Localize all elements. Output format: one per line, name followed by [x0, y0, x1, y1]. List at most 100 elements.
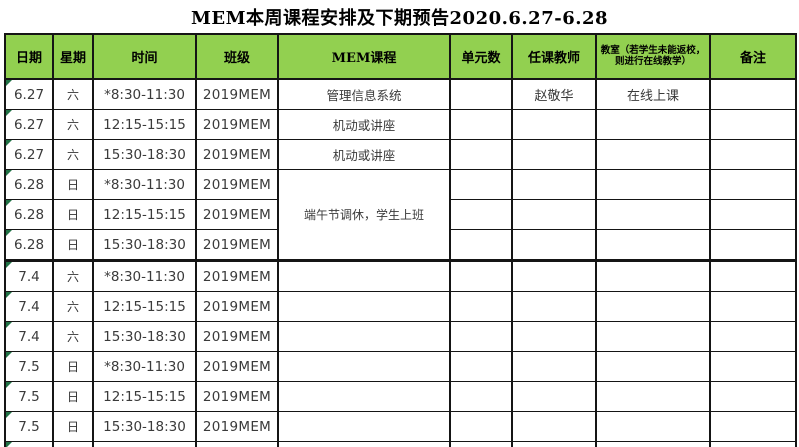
cell-week[interactable]: 六 — [52, 78, 94, 110]
cell-teacher[interactable] — [511, 381, 597, 412]
cell-note[interactable] — [709, 411, 797, 442]
cell-date[interactable]: 6.28 — [4, 169, 54, 200]
cell-time[interactable]: 12:15-15:15 — [92, 109, 197, 140]
cell-class[interactable]: 2019MEM — [195, 169, 279, 200]
cell-note[interactable] — [709, 139, 797, 170]
cell-class[interactable]: 2019MEM — [195, 139, 279, 170]
cell-units[interactable] — [449, 291, 513, 322]
cell-class[interactable]: 2019MEM — [195, 109, 279, 140]
cell-class[interactable]: 2019MEM — [195, 199, 279, 230]
cell-teacher[interactable] — [511, 259, 597, 292]
cell-course[interactable] — [277, 291, 451, 322]
cell-teacher[interactable] — [511, 351, 597, 382]
cell-time[interactable]: 12:15-15:15 — [92, 381, 197, 412]
cell-note[interactable] — [709, 169, 797, 200]
header-date[interactable]: 日期 — [4, 33, 54, 80]
cell-course[interactable]: 端午节调休，学生上班 — [277, 169, 451, 261]
cell-note[interactable] — [709, 321, 797, 352]
cell-teacher[interactable]: 赵敬华 — [511, 78, 597, 110]
cell-note[interactable] — [709, 291, 797, 322]
cell-class[interactable]: 2019MEM — [195, 259, 279, 292]
cell-teacher[interactable] — [511, 291, 597, 322]
partial-cell-room[interactable] — [595, 441, 711, 447]
cell-units[interactable] — [449, 169, 513, 200]
cell-course[interactable] — [277, 381, 451, 412]
cell-week[interactable]: 六 — [52, 109, 94, 140]
cell-class[interactable]: 2019MEM — [195, 78, 279, 110]
cell-note[interactable] — [709, 199, 797, 230]
cell-week[interactable]: 六 — [52, 321, 94, 352]
cell-units[interactable] — [449, 139, 513, 170]
partial-cell-week[interactable] — [52, 441, 94, 447]
partial-cell-teacher[interactable] — [511, 441, 597, 447]
partial-cell-date[interactable] — [4, 441, 54, 447]
cell-units[interactable] — [449, 381, 513, 412]
cell-note[interactable] — [709, 259, 797, 292]
cell-units[interactable] — [449, 199, 513, 230]
cell-time[interactable]: 15:30-18:30 — [92, 321, 197, 352]
partial-cell-course[interactable] — [277, 441, 451, 447]
cell-time[interactable]: *8:30-11:30 — [92, 259, 197, 292]
cell-time[interactable]: *8:30-11:30 — [92, 351, 197, 382]
cell-course[interactable] — [277, 351, 451, 382]
cell-date[interactable]: 7.4 — [4, 259, 54, 292]
cell-room[interactable] — [595, 139, 711, 170]
cell-units[interactable] — [449, 351, 513, 382]
cell-date[interactable]: 7.4 — [4, 321, 54, 352]
partial-cell-class[interactable] — [195, 441, 279, 447]
cell-room[interactable] — [595, 259, 711, 292]
cell-time[interactable]: 15:30-18:30 — [92, 229, 197, 261]
cell-units[interactable] — [449, 109, 513, 140]
cell-units[interactable] — [449, 321, 513, 352]
partial-cell-units[interactable] — [449, 441, 513, 447]
cell-date[interactable]: 6.27 — [4, 78, 54, 110]
header-note[interactable]: 备注 — [709, 33, 797, 80]
cell-note[interactable] — [709, 78, 797, 110]
header-units[interactable]: 单元数 — [449, 33, 513, 80]
cell-week[interactable]: 日 — [52, 351, 94, 382]
cell-date[interactable]: 7.5 — [4, 381, 54, 412]
cell-room[interactable] — [595, 351, 711, 382]
cell-date[interactable]: 7.5 — [4, 411, 54, 442]
cell-course[interactable]: 管理信息系统 — [277, 78, 451, 110]
cell-room[interactable] — [595, 411, 711, 442]
cell-teacher[interactable] — [511, 411, 597, 442]
cell-room[interactable] — [595, 199, 711, 230]
header-room[interactable]: 教室（若学生未能返校，则进行在线教学） — [595, 33, 711, 80]
cell-class[interactable]: 2019MEM — [195, 381, 279, 412]
cell-time[interactable]: 12:15-15:15 — [92, 291, 197, 322]
cell-week[interactable]: 日 — [52, 381, 94, 412]
cell-course[interactable]: 机动或讲座 — [277, 109, 451, 140]
cell-date[interactable]: 6.27 — [4, 109, 54, 140]
cell-week[interactable]: 六 — [52, 139, 94, 170]
cell-units[interactable] — [449, 411, 513, 442]
cell-time[interactable]: 12:15-15:15 — [92, 199, 197, 230]
cell-note[interactable] — [709, 351, 797, 382]
cell-date[interactable]: 6.27 — [4, 139, 54, 170]
header-teacher[interactable]: 任课教师 — [511, 33, 597, 80]
cell-date[interactable]: 7.4 — [4, 291, 54, 322]
header-course[interactable]: MEM课程 — [277, 33, 451, 80]
cell-note[interactable] — [709, 229, 797, 261]
cell-week[interactable]: 六 — [52, 291, 94, 322]
header-class[interactable]: 班级 — [195, 33, 279, 80]
cell-date[interactable]: 6.28 — [4, 229, 54, 261]
cell-room[interactable] — [595, 109, 711, 140]
cell-course[interactable]: 机动或讲座 — [277, 139, 451, 170]
cell-class[interactable]: 2019MEM — [195, 351, 279, 382]
cell-teacher[interactable] — [511, 109, 597, 140]
partial-cell-note[interactable] — [709, 441, 797, 447]
partial-cell-time[interactable] — [92, 441, 197, 447]
cell-time[interactable]: 15:30-18:30 — [92, 411, 197, 442]
cell-time[interactable]: 15:30-18:30 — [92, 139, 197, 170]
cell-units[interactable] — [449, 259, 513, 292]
cell-note[interactable] — [709, 381, 797, 412]
cell-week[interactable]: 日 — [52, 169, 94, 200]
cell-teacher[interactable] — [511, 229, 597, 261]
cell-course[interactable] — [277, 259, 451, 292]
cell-date[interactable]: 6.28 — [4, 199, 54, 230]
cell-week[interactable]: 日 — [52, 229, 94, 261]
cell-time[interactable]: *8:30-11:30 — [92, 78, 197, 110]
cell-date[interactable]: 7.5 — [4, 351, 54, 382]
cell-class[interactable]: 2019MEM — [195, 321, 279, 352]
